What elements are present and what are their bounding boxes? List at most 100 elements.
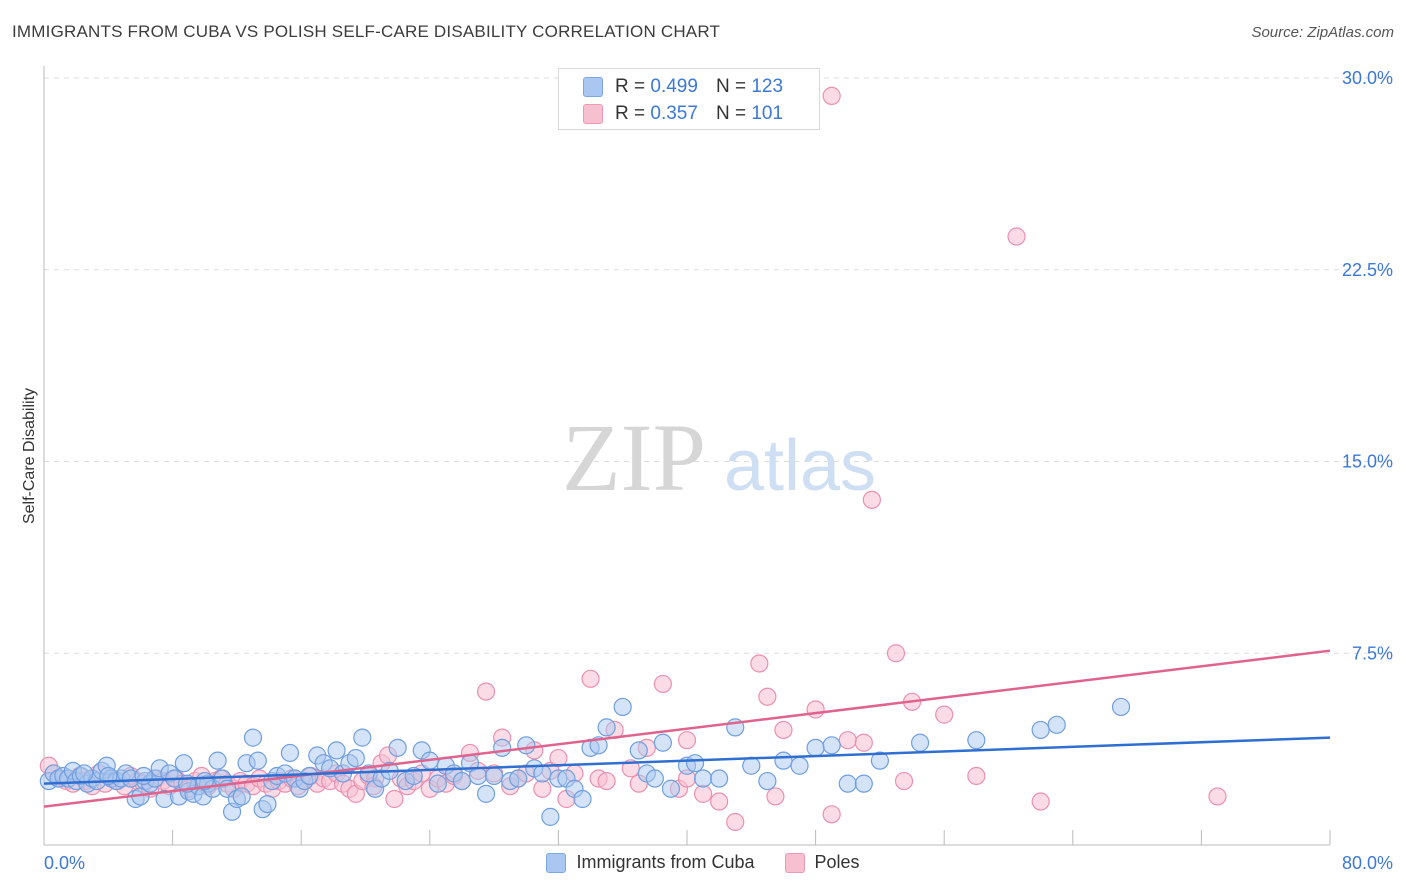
cuba-point — [870, 751, 890, 770]
n-label: N = — [715, 76, 747, 97]
cuba-point — [653, 733, 672, 752]
cuba-point — [910, 733, 930, 752]
watermark: ZIP atlas — [562, 404, 876, 511]
cuba-point — [208, 751, 227, 770]
n-value: 123 — [751, 76, 784, 97]
poles-point — [549, 748, 568, 768]
stats-row-poles: R = 0.357 N = 101 — [583, 102, 783, 126]
poles-point — [854, 733, 873, 752]
poles-point — [621, 759, 640, 778]
stats-legend: R = 0.499 N = 123 R = 0.357 N = 101 — [558, 68, 820, 130]
cuba-point — [174, 754, 193, 773]
cuba-point — [468, 766, 488, 786]
y-tick-label: 15.0% — [1342, 452, 1393, 472]
poles-point — [597, 771, 616, 791]
watermark-atlas: atlas — [724, 426, 876, 506]
cuba-point — [452, 771, 472, 791]
poles-swatch — [583, 104, 603, 124]
poles-point — [822, 86, 841, 105]
cuba-point — [822, 736, 841, 755]
poles-point — [862, 490, 881, 509]
r-value: 0.357 — [650, 103, 698, 124]
cuba-point — [1047, 715, 1066, 734]
poles-point — [750, 654, 769, 673]
poles-point — [758, 687, 777, 706]
cuba-point — [758, 771, 777, 791]
cuba-point — [533, 764, 552, 783]
poles-trend-line — [43, 649, 1331, 808]
cuba-point — [838, 774, 857, 793]
source-label: Source: ZipAtlas.com — [1251, 24, 1394, 41]
cuba-point — [693, 769, 713, 788]
poles-point — [677, 731, 697, 750]
cuba-point — [967, 731, 986, 750]
y-axis-label: Self-Care Disability — [21, 388, 38, 524]
cuba-point — [742, 756, 761, 775]
legend-label-cuba: Immigrants from Cuba — [576, 852, 755, 872]
cuba-point — [428, 774, 447, 793]
cuba-swatch — [583, 77, 603, 97]
poles-point — [1007, 227, 1026, 246]
cuba-point — [280, 743, 300, 763]
poles-point — [774, 720, 793, 740]
chart-title: IMMIGRANTS FROM CUBA VS POLISH SELF-CARE… — [12, 22, 721, 41]
cuba-point — [476, 784, 496, 803]
trend-lines — [43, 649, 1331, 808]
legend-item-poles[interactable]: Poles — [784, 852, 860, 873]
legend-item-cuba[interactable]: Immigrants from Cuba — [546, 852, 755, 873]
cuba-point — [509, 769, 528, 788]
y-tick-label: 30.0% — [1342, 68, 1393, 88]
y-tick-label: 22.5% — [1342, 260, 1393, 280]
cuba-trend-line — [43, 736, 1331, 785]
cuba-point — [346, 748, 365, 768]
cuba-point — [661, 779, 681, 798]
poles-point — [838, 731, 857, 750]
cuba-legend-swatch — [546, 852, 567, 873]
cuba-point — [685, 754, 705, 773]
legend-label-poles: Poles — [814, 852, 860, 872]
cuba-point — [248, 751, 267, 770]
r-value: 0.499 — [650, 76, 698, 97]
poles-legend-swatch — [784, 852, 805, 873]
cuba-point — [1111, 697, 1131, 717]
poles-point — [967, 766, 986, 786]
bottom-legend: Immigrants from Cuba Poles — [0, 852, 1406, 873]
poles-point — [385, 789, 404, 809]
cuba-point — [790, 756, 809, 775]
y-tick-label: 7.5% — [1352, 643, 1393, 663]
poles-point — [894, 771, 914, 791]
x-tick-label: 80.0% — [1342, 853, 1393, 873]
cuba-point — [243, 728, 263, 747]
cuba-point — [597, 718, 616, 737]
cuba-point — [645, 769, 664, 788]
poles-point — [476, 682, 496, 701]
cuba-point — [573, 789, 592, 809]
n-label: N = — [715, 103, 747, 124]
cuba-point — [258, 794, 277, 814]
grid-layer — [44, 77, 1392, 654]
cuba-point — [232, 787, 251, 806]
cuba-point — [493, 738, 512, 757]
poles-point — [533, 779, 552, 798]
poles-point — [1031, 792, 1050, 811]
cuba-point — [774, 751, 793, 770]
watermark-zip: ZIP — [562, 404, 706, 511]
cuba-point — [710, 769, 729, 788]
cuba-points — [39, 697, 1131, 826]
cuba-point — [1031, 720, 1050, 740]
poles-point — [822, 805, 841, 824]
poles-point — [1208, 787, 1227, 806]
n-value: 101 — [751, 103, 784, 124]
cuba-point — [541, 807, 560, 826]
stats-row-cuba: R = 0.499 N = 123 — [583, 75, 783, 99]
poles-point — [581, 669, 600, 688]
cuba-point — [854, 774, 873, 793]
axis-layer — [43, 66, 1331, 846]
poles-point — [766, 787, 785, 806]
poles-point — [693, 784, 713, 803]
poles-point — [653, 674, 672, 694]
poles-point — [726, 812, 745, 832]
cuba-point — [75, 764, 94, 783]
cuba-point — [485, 766, 504, 786]
